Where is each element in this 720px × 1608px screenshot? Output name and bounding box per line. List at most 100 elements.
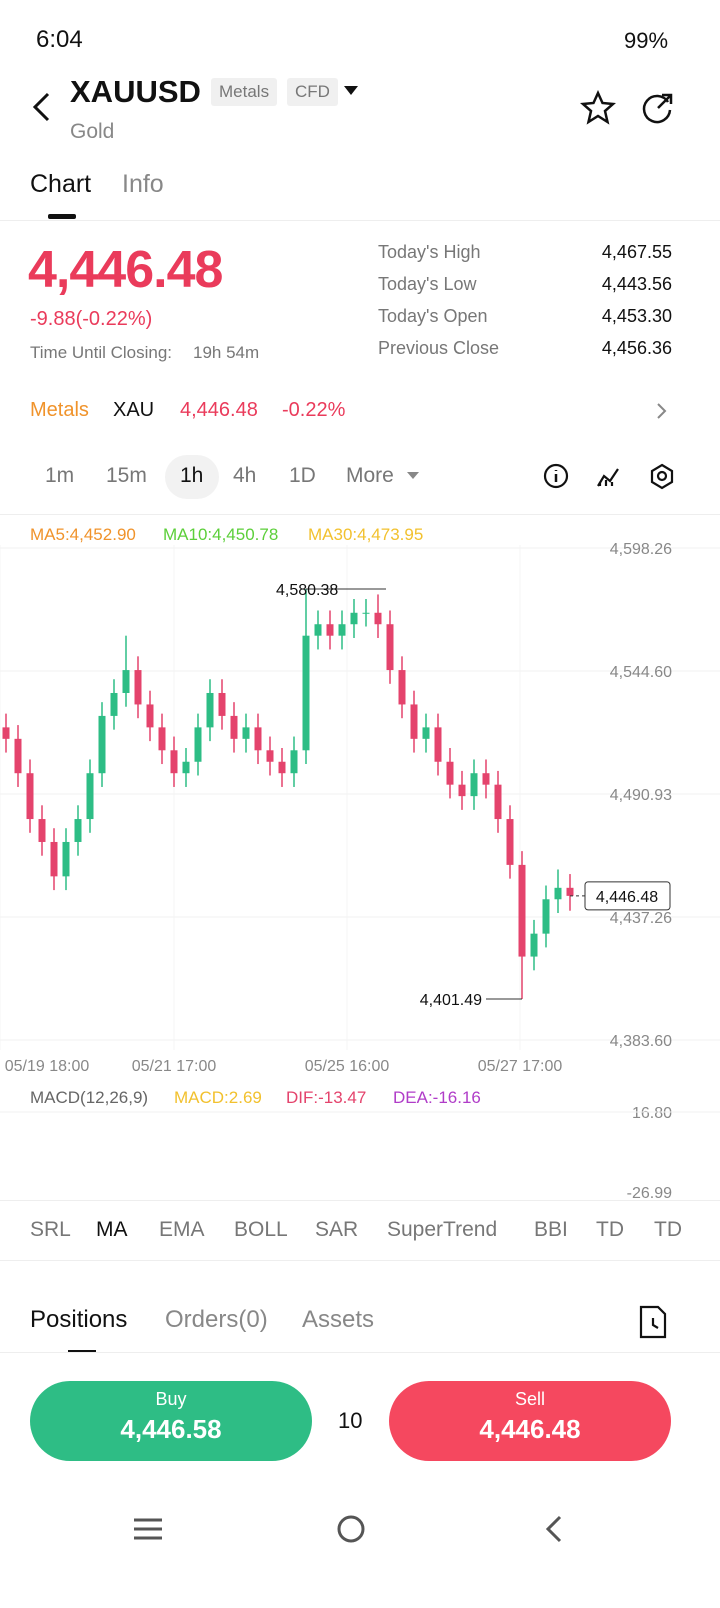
interval[interactable]: 1D: [289, 464, 316, 487]
stat-label: Today's High: [378, 242, 481, 262]
nav-bar: [134, 1515, 562, 1543]
indicator[interactable]: SRL: [30, 1218, 71, 1241]
y-tick-label: 4,437.26: [610, 910, 672, 927]
macd-panel: MACD(12,26,9) MACD:2.69 DIF:-13.47 DEA:-16.…: [0, 1088, 720, 1200]
chart-tools[interactable]: [542, 462, 682, 492]
candle-body: [26, 773, 34, 820]
candle-body: [302, 635, 310, 751]
candle-body: [98, 715, 106, 774]
candle-body: [50, 841, 58, 877]
macd-label: DEA:-16.16: [393, 1088, 481, 1107]
tag: Metals: [211, 78, 278, 106]
favorite[interactable]: [580, 90, 616, 126]
candle-body: [230, 715, 238, 739]
positions-tab[interactable]: Positions: [30, 1306, 128, 1333]
candle-body: [398, 670, 406, 705]
price: 4,446.48: [28, 241, 223, 299]
candle-body: [506, 819, 514, 865]
divider: [0, 514, 720, 515]
candle-body: [458, 784, 466, 797]
stat-label: Today's Low: [378, 274, 477, 294]
candle-body: [446, 761, 454, 785]
indicator[interactable]: TD: [596, 1218, 624, 1241]
change: -9.88(-0.22%): [30, 308, 153, 330]
divider: [0, 220, 720, 221]
candle-body: [482, 773, 490, 785]
candle-body: [338, 624, 346, 636]
market-change: -0.22%: [282, 399, 346, 421]
positions-tab[interactable]: Orders(0): [165, 1306, 268, 1333]
indicator[interactable]: BBI: [534, 1218, 568, 1241]
stat-label: Today's Open: [378, 306, 488, 326]
y-tick-label: 4,490.93: [610, 787, 672, 804]
interval[interactable]: More: [346, 464, 394, 487]
candle-body: [314, 624, 322, 636]
indicator[interactable]: SuperTrend: [387, 1218, 498, 1241]
tab[interactable]: Info: [122, 170, 164, 198]
candle-body: [194, 727, 202, 762]
sell-price: 4,446.48: [479, 1414, 581, 1444]
y-tick-label: 4,598.26: [610, 541, 672, 558]
candle-body: [122, 670, 130, 693]
candle-body: [158, 727, 166, 751]
interval[interactable]: 1h: [180, 464, 204, 487]
indicator[interactable]: BOLL: [234, 1218, 288, 1241]
candle-body: [530, 933, 538, 957]
buy-button[interactable]: Buy 4,446.58: [30, 1381, 312, 1461]
candle-body: [326, 624, 334, 636]
candle-body: [350, 612, 358, 625]
stat-label: Previous Close: [378, 338, 500, 358]
macd-label: MACD(12,26,9): [30, 1088, 148, 1107]
candle-body: [170, 750, 178, 774]
share[interactable]: [640, 90, 676, 126]
annotation: 4,580.38: [276, 582, 338, 599]
candle-body: [134, 670, 142, 705]
chevron[interactable]: [655, 402, 669, 420]
candle-body: [38, 819, 46, 842]
macd-axis-label: 16.80: [632, 1105, 672, 1122]
annotation: 4,401.49: [420, 992, 482, 1009]
candle-body: [146, 704, 154, 728]
instrument-name: Gold: [70, 120, 115, 143]
macd-label: MACD:2.69: [174, 1088, 262, 1107]
stat-value: 4,453.30: [601, 306, 672, 326]
dropdown[interactable]: [344, 86, 358, 96]
candle-body: [278, 761, 286, 774]
closing-value: 19h 54m: [193, 343, 260, 362]
y-tick-label: 4,383.60: [610, 1033, 672, 1050]
tag: CFD: [287, 78, 338, 106]
tab[interactable]: Chart: [30, 170, 92, 198]
candle-body: [62, 841, 70, 877]
interval[interactable]: 1m: [45, 464, 75, 487]
interval[interactable]: 15m: [106, 464, 147, 487]
back-button[interactable]: [28, 90, 58, 124]
closing-label: Time Until Closing:: [30, 343, 173, 362]
divider: [0, 1352, 720, 1353]
positions-tab[interactable]: Assets: [302, 1306, 375, 1333]
quantity[interactable]: 10: [338, 1408, 363, 1433]
candle-body: [2, 727, 10, 739]
interval[interactable]: 4h: [233, 464, 257, 487]
last-price-box: [584, 881, 671, 911]
macd-label: DIF:-13.47: [286, 1088, 366, 1107]
history-icon[interactable]: [638, 1305, 668, 1339]
candle-body: [218, 692, 226, 716]
candle-body: [74, 819, 82, 842]
buy-label: Buy: [155, 1389, 187, 1409]
candle-body: [14, 738, 22, 774]
dropdown[interactable]: [407, 472, 419, 480]
indicator[interactable]: EMA: [159, 1218, 205, 1241]
divider: [0, 1260, 720, 1261]
sell-button[interactable]: Sell 4,446.48: [389, 1381, 671, 1461]
candle-body: [290, 750, 298, 774]
candle-body: [266, 750, 274, 762]
market-symbol: XAU: [113, 399, 155, 421]
candle-body: [518, 864, 526, 957]
candle-body: [422, 727, 430, 739]
indicator[interactable]: SAR: [315, 1218, 359, 1241]
indicator[interactable]: MA: [96, 1218, 128, 1241]
candle-body: [494, 784, 502, 820]
tab-indicator: [48, 214, 76, 219]
indicator[interactable]: TD: [654, 1218, 682, 1241]
x-tick-label: 05/21 17:00: [132, 1058, 217, 1075]
